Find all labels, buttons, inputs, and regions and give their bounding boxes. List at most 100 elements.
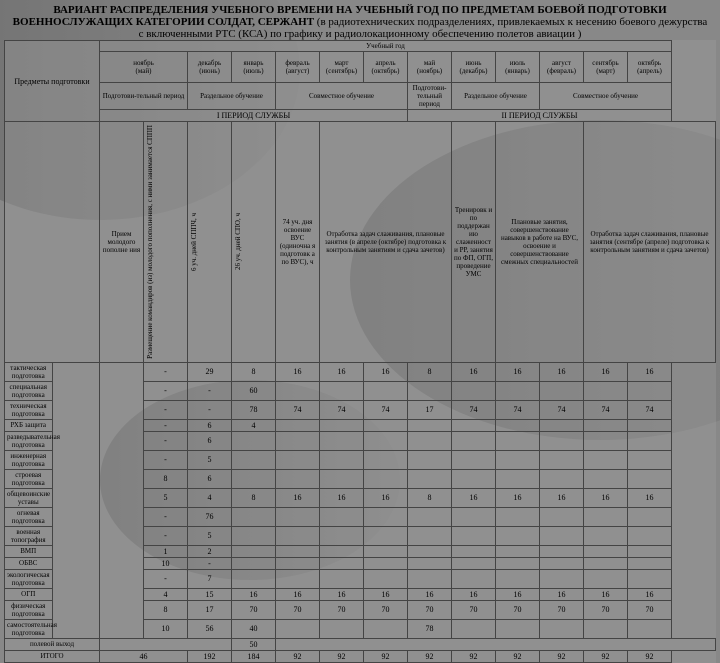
cell [320, 619, 364, 638]
cell [408, 569, 452, 588]
cell [408, 419, 452, 431]
cell: 8 [408, 362, 452, 381]
cell [540, 569, 584, 588]
cell: 78 [232, 400, 276, 419]
month-header: ноябрь(май) [100, 52, 188, 83]
cell: 74 [496, 400, 540, 419]
cell: 16 [628, 588, 672, 600]
cell: - [188, 381, 232, 400]
cell: 6 [188, 431, 232, 450]
subject-name: физическая подготовка [5, 600, 53, 619]
cell [628, 557, 672, 569]
cell: 74 [364, 400, 408, 419]
cell [628, 431, 672, 450]
cell: 16 [408, 588, 452, 600]
subjects-header: Предметы подготовки [5, 41, 100, 122]
subject-name: ОГП [5, 588, 53, 600]
cell [540, 507, 584, 526]
cell: - [144, 381, 188, 400]
subject-name: строевая подготовка [5, 469, 53, 488]
subject-name: огневая подготовка [5, 507, 53, 526]
col-spo: 26 уч. дней СПО, ч [232, 122, 276, 363]
cell [276, 469, 320, 488]
cell [452, 381, 496, 400]
cell [276, 557, 320, 569]
cell [364, 469, 408, 488]
cell: 74 [628, 400, 672, 419]
total-v5: 92 [320, 650, 364, 662]
cell: 16 [320, 588, 364, 600]
cell [496, 526, 540, 545]
cell [408, 557, 452, 569]
cell [452, 507, 496, 526]
cell: 8 [408, 488, 452, 507]
cell [540, 419, 584, 431]
cell: 16 [584, 362, 628, 381]
subject-name: тактическая подготовка [5, 362, 53, 381]
cell: 40 [232, 619, 276, 638]
cell: 16 [540, 488, 584, 507]
cell: 8 [232, 362, 276, 381]
month-header: октябрь(апрель) [628, 52, 672, 83]
cell [276, 419, 320, 431]
subject-name: общевоинские уставы [5, 488, 53, 507]
cell: 16 [584, 588, 628, 600]
total-v3: 184 [232, 650, 276, 662]
total-v6: 92 [364, 650, 408, 662]
cell: 60 [232, 381, 276, 400]
cell [496, 569, 540, 588]
cell: 16 [232, 588, 276, 600]
period-1: I ПЕРИОД СЛУЖБЫ [100, 110, 408, 122]
cell [496, 450, 540, 469]
cell: 70 [452, 600, 496, 619]
cell: 16 [628, 488, 672, 507]
year-header: Учебный год [100, 41, 672, 52]
month-header: декабрь(июнь) [188, 52, 232, 83]
cell: 16 [364, 588, 408, 600]
cell: 16 [452, 588, 496, 600]
cell: 70 [584, 600, 628, 619]
cell [276, 431, 320, 450]
cell [276, 526, 320, 545]
total-v1: 46 [100, 650, 188, 662]
month-header: май(ноябрь) [408, 52, 452, 83]
cell: 16 [496, 588, 540, 600]
cell: 10 [144, 619, 188, 638]
cell: 74 [584, 400, 628, 419]
cell [364, 526, 408, 545]
cell [496, 619, 540, 638]
cell: 4 [188, 488, 232, 507]
cell [496, 469, 540, 488]
cell [628, 419, 672, 431]
cell [584, 419, 628, 431]
col-vus: 74 уч. дня освоение ВУС (одиночна я подг… [276, 122, 320, 363]
subject-name: специальная подготовка [5, 381, 53, 400]
cell: 16 [320, 488, 364, 507]
month-header: январь(июль) [232, 52, 276, 83]
cell: 70 [364, 600, 408, 619]
cell [540, 381, 584, 400]
cell [496, 419, 540, 431]
cell: 56 [188, 619, 232, 638]
cell: 4 [144, 588, 188, 600]
cell: 16 [364, 362, 408, 381]
cell: 16 [540, 588, 584, 600]
cell: 76 [188, 507, 232, 526]
cell: 78 [408, 619, 452, 638]
cell [232, 569, 276, 588]
page-title: ВАРИАНТ РАСПРЕДЕЛЕНИЯ УЧЕБНОГО ВРЕМЕНИ Н… [0, 0, 720, 40]
cell: 16 [276, 488, 320, 507]
total-v2: 192 [188, 650, 232, 662]
cell: 5 [188, 526, 232, 545]
cell: 8 [144, 469, 188, 488]
col-plan: Плановые занятия, совершенствование навы… [496, 122, 584, 363]
cell [540, 545, 584, 557]
subject-name: экологическая подготовка [5, 569, 53, 588]
cell [276, 507, 320, 526]
cell [452, 431, 496, 450]
band-joint2: Совместное обучение [540, 83, 672, 110]
cell: - [144, 507, 188, 526]
cell [232, 526, 276, 545]
subject-name: военная топография [5, 526, 53, 545]
cell: - [144, 569, 188, 588]
